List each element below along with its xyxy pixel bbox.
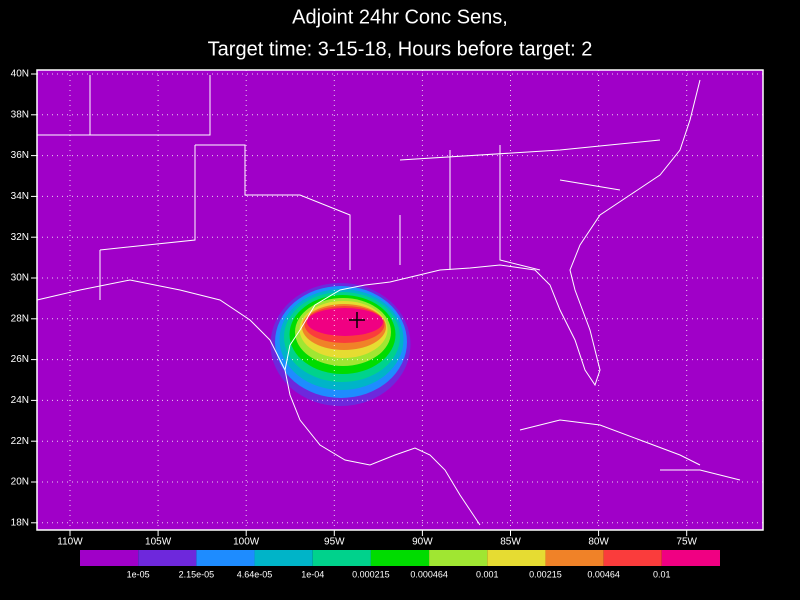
coastline xyxy=(284,344,481,526)
colorbar-label: 0.01 xyxy=(653,569,671,579)
coastline xyxy=(519,419,741,481)
colorbar-swatch xyxy=(603,550,662,566)
lat-label: 28N xyxy=(11,313,29,324)
colorbar-swatch xyxy=(661,550,720,566)
lon-label: 95W xyxy=(324,537,345,548)
lat-label: 20N xyxy=(11,477,29,488)
colorbar-label: 2.15e-05 xyxy=(179,569,215,579)
lon-label: 110W xyxy=(57,537,83,548)
lat-label: 24N xyxy=(11,395,29,406)
colorbar-label: 0.000464 xyxy=(410,569,448,579)
colorbar-label: 0.001 xyxy=(476,569,499,579)
contour-band xyxy=(307,308,383,336)
colorbar-swatch xyxy=(487,550,546,566)
coastline xyxy=(289,79,701,387)
colorbar-label: 1e-05 xyxy=(127,569,150,579)
colorbar-swatch xyxy=(138,550,197,566)
lat-label: 36N xyxy=(11,150,29,161)
colorbar-label: 0.000215 xyxy=(352,569,390,579)
colorbar-swatch xyxy=(429,550,488,566)
title-line: Adjoint 24hr Conc Sens, xyxy=(292,6,508,28)
colorbar-label: 4.64e-05 xyxy=(237,569,273,579)
lat-label: 40N xyxy=(11,69,29,80)
colorbar-swatch xyxy=(80,550,139,566)
lat-label: 34N xyxy=(11,191,29,202)
sensitivity-contours xyxy=(270,283,411,406)
map-area xyxy=(37,70,763,530)
colorbar-swatch xyxy=(312,550,371,566)
colorbar-label: 1e-04 xyxy=(301,569,324,579)
lat-label: 32N xyxy=(11,232,29,243)
lon-label: 90W xyxy=(412,537,433,548)
graticule xyxy=(31,70,763,536)
lon-label: 80W xyxy=(588,537,609,548)
lat-label: 38N xyxy=(11,109,29,120)
colorbar: 1e-05 2.15e-05 4.64e-05 1e-04 0.000215 0.0004… xyxy=(80,550,720,579)
lat-label: 26N xyxy=(11,354,29,365)
lon-label: 100W xyxy=(233,537,260,548)
colorbar-swatch xyxy=(545,550,604,566)
colorbar-label: 0.00464 xyxy=(587,569,620,579)
lat-label: 18N xyxy=(11,517,29,528)
colorbar-swatch xyxy=(370,550,430,566)
colorbar-swatch xyxy=(254,550,313,566)
map-frame xyxy=(36,69,764,531)
lat-label: 30N xyxy=(11,273,29,284)
lon-label: 75W xyxy=(676,537,697,548)
colorbar-label: 0.00215 xyxy=(529,569,562,579)
colorbar-swatch xyxy=(196,550,255,566)
title-line: Target time: 3-15-18, Hours before targe… xyxy=(208,38,593,60)
target-marker xyxy=(349,312,365,328)
lon-label: 85W xyxy=(500,537,521,548)
lat-label: 22N xyxy=(11,436,29,447)
lon-label: 105W xyxy=(145,537,172,548)
coastline xyxy=(36,279,286,371)
